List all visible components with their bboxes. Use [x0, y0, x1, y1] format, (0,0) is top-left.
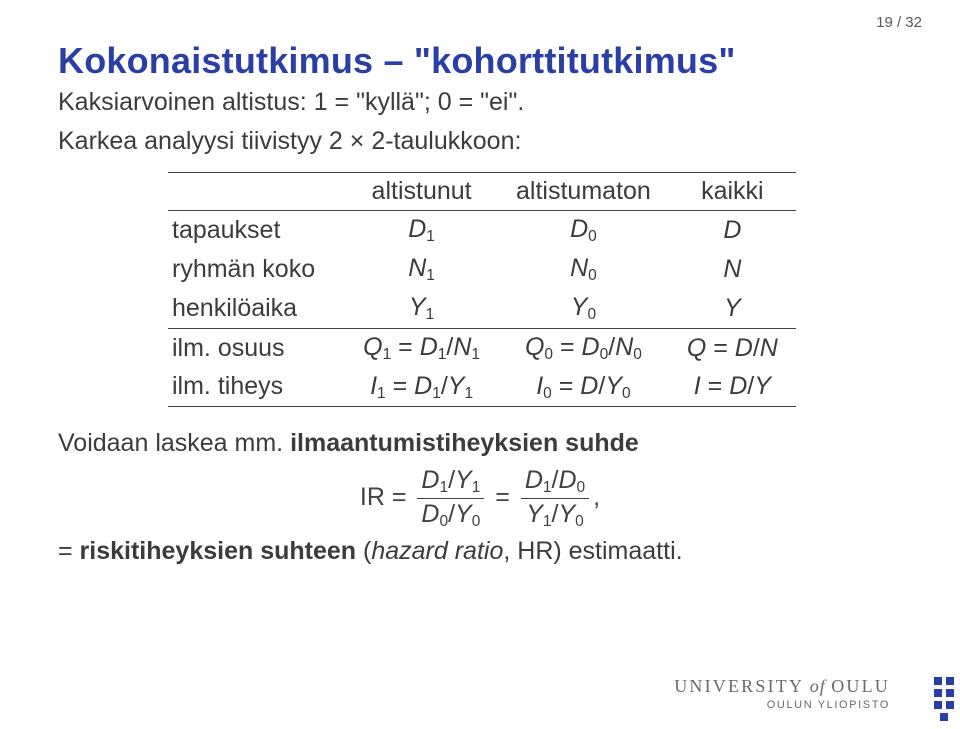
row-groupsize-label: ryhmän koko: [168, 250, 345, 289]
cell: Q1 = D1/N1: [345, 328, 498, 367]
th-exposed: altistunut: [345, 173, 498, 211]
frac-1: D1/Y1 D0/Y0: [417, 466, 484, 531]
slide-title: Kokonaistutkimus – "kohorttitutkimus": [58, 40, 902, 82]
university-subline: OULUN YLIOPISTO: [674, 699, 890, 711]
cell: D: [669, 211, 796, 250]
cell: I0 = D/Y0: [498, 368, 669, 407]
cell: Q0 = D0/N0: [498, 328, 669, 367]
cell: N: [669, 250, 796, 289]
after-bold: ilmaantumistiheyksien suhde: [290, 429, 639, 457]
row-proportion-label: ilm. osuus: [168, 328, 345, 367]
cell: N1: [345, 250, 498, 289]
univ-b: OULU: [831, 676, 890, 696]
intro-line: Karkea analyysi tiivistyy 2 × 2-taulukko…: [58, 127, 902, 156]
cell: D1: [345, 211, 498, 250]
formula-lhs: IR =: [360, 483, 407, 511]
cell: Y: [669, 289, 796, 328]
cell: Y1: [345, 289, 498, 328]
formula-tail: ,: [593, 483, 600, 511]
after-text: Voidaan laskea mm. ilmaantumistiheyksien…: [58, 429, 902, 458]
cell: N0: [498, 250, 669, 289]
university-line: UNIVERSITY of OULU: [674, 676, 890, 697]
lastline-pre: =: [58, 537, 80, 565]
lastline-bold: riskitiheyksien suhteen: [80, 537, 357, 565]
frac-2: D1/D0 Y1/Y0: [521, 466, 589, 531]
univ-a: UNIVERSITY: [674, 676, 804, 696]
conclusion-line: = riskitiheyksien suhteen (hazard ratio,…: [58, 537, 902, 566]
cell: I = D/Y: [669, 368, 796, 407]
footer: UNIVERSITY of OULU OULUN YLIOPISTO: [674, 676, 890, 711]
subtitle: Kaksiarvoinen altistus: 1 = "kyllä"; 0 =…: [58, 88, 902, 117]
th-unexposed: altistumaton: [498, 173, 669, 211]
formula-eq: =: [495, 483, 510, 511]
ir-formula: IR = D1/Y1 D0/Y0 = D1/D0 Y1/Y0 ,: [58, 466, 902, 531]
row-persontime-label: henkilöaika: [168, 289, 345, 328]
th-all: kaikki: [669, 173, 796, 211]
lastline-post: (hazard ratio, HR) estimaatti.: [356, 537, 683, 565]
univ-of: of: [804, 676, 831, 696]
cell: Y0: [498, 289, 669, 328]
cell: D0: [498, 211, 669, 250]
row-density-label: ilm. tiheys: [168, 368, 345, 407]
page-number: 19 / 32: [876, 14, 922, 31]
row-cases-label: tapaukset: [168, 211, 345, 250]
two-by-two-table: altistunut altistumaton kaikki tapaukset…: [168, 172, 796, 407]
cell: I1 = D1/Y1: [345, 368, 498, 407]
th-blank: [168, 173, 345, 211]
after-plain: Voidaan laskea mm.: [58, 429, 290, 457]
cell: Q = D/N: [669, 328, 796, 367]
oulu-emblem-icon: [932, 675, 960, 729]
